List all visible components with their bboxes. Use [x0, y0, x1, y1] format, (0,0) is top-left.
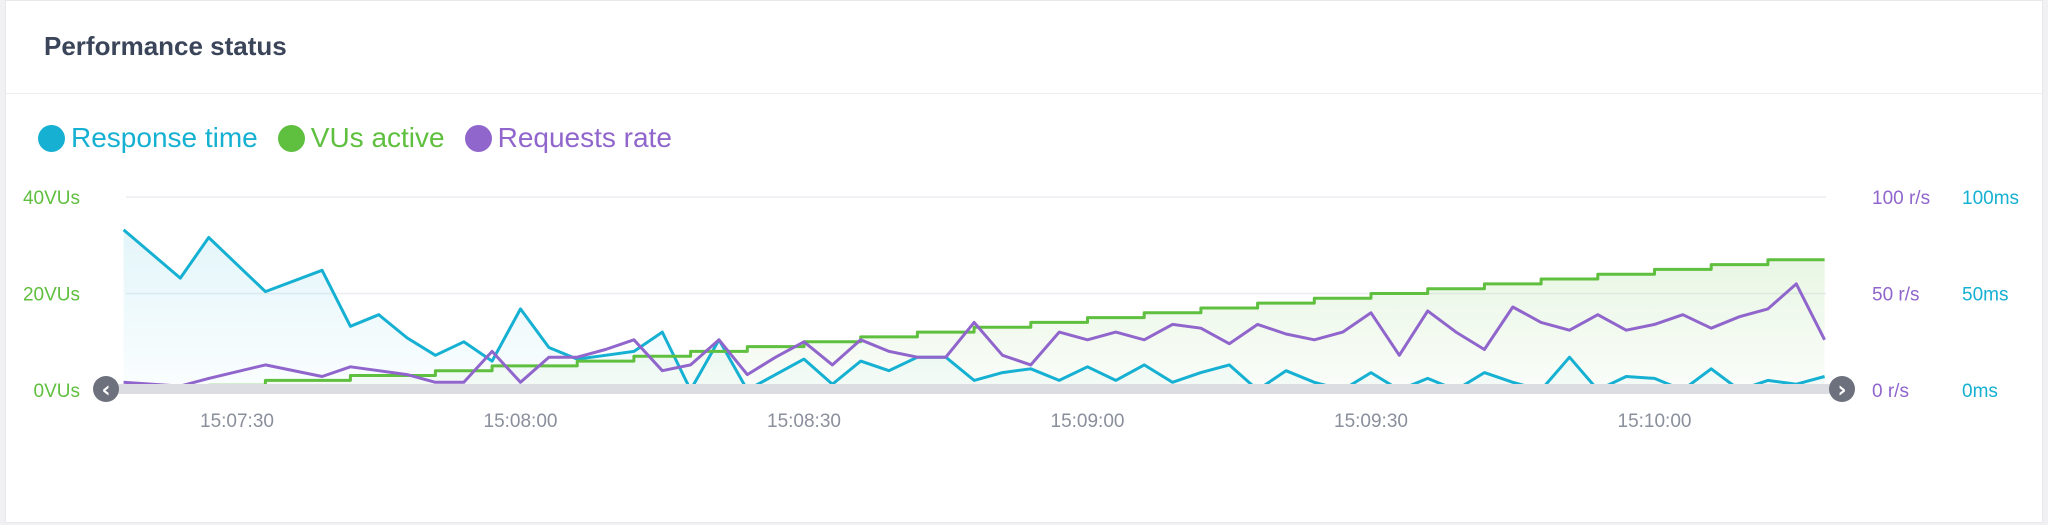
right-axis-ms-tick: 50ms [1962, 285, 2008, 306]
left-axis-tick: 0VUs [34, 381, 80, 402]
right-axis-rate-tick: 0 r/s [1872, 381, 1909, 402]
chevron-right-icon: › [1837, 378, 1846, 403]
performance-status-panel: Performance status [5, 0, 2043, 523]
axis-labels: 0VUs 20VUs 40VUs 0 r/s 50 r/s 100 r/s 0ms 50ms 1… [23, 188, 2019, 432]
legend-dot-vus-active [277, 124, 305, 152]
range-navigator-knob [93, 376, 119, 402]
right-axis-ms-tick: 0ms [1962, 381, 1998, 402]
panel-title: Performance status [44, 31, 287, 61]
x-axis-tick: 15:09:30 [1334, 411, 1408, 432]
range-navigator-left-button[interactable]: ‹ [93, 376, 119, 403]
right-axis-ms-tick: 100ms [1962, 188, 2019, 209]
chevron-left-icon: ‹ [101, 378, 110, 403]
range-navigator-knob [1829, 376, 1855, 402]
series-lines [122, 228, 1826, 392]
left-axis-tick: 40VUs [23, 188, 80, 209]
vus-active-area [208, 259, 1825, 390]
x-axis-tick: 15:08:30 [767, 411, 841, 432]
legend-item-requests-rate[interactable]: Requests rate [464, 122, 672, 154]
series-areas [123, 229, 1825, 390]
range-navigator-right-button[interactable]: › [1829, 376, 1855, 403]
x-axis-tick: 15:10:00 [1618, 411, 1692, 432]
legend-label-vus-active: VUs active [310, 122, 445, 153]
legend-item-vus-active[interactable]: VUs active [277, 122, 445, 154]
chart-legend: Response time VUs active Requests rate [38, 122, 692, 154]
panel-header: Performance status [6, 1, 2042, 94]
left-axis-tick: 20VUs [23, 285, 80, 306]
legend-dot-response-time [38, 124, 65, 152]
range-navigator-track [106, 384, 1844, 394]
legend-item-response-time[interactable]: Response time [38, 122, 258, 154]
response-time-area [123, 229, 1825, 390]
x-axis-tick: 15:08:00 [484, 411, 558, 432]
x-axis-tick: 15:07:30 [200, 411, 274, 432]
range-navigator: ‹ › [93, 376, 1855, 403]
requests-rate-line [123, 282, 1826, 388]
right-axis-rate-tick: 100 r/s [1872, 188, 1930, 209]
right-axis-rate-tick: 50 r/s [1872, 285, 1920, 306]
response-time-line [122, 228, 1825, 392]
legend-label-requests-rate: Requests rate [497, 122, 672, 153]
legend-dot-requests-rate [464, 124, 492, 152]
legend-label-response-time: Response time [71, 122, 258, 153]
vus-active-line [208, 258, 1825, 387]
x-axis-tick: 15:09:00 [1051, 411, 1125, 432]
